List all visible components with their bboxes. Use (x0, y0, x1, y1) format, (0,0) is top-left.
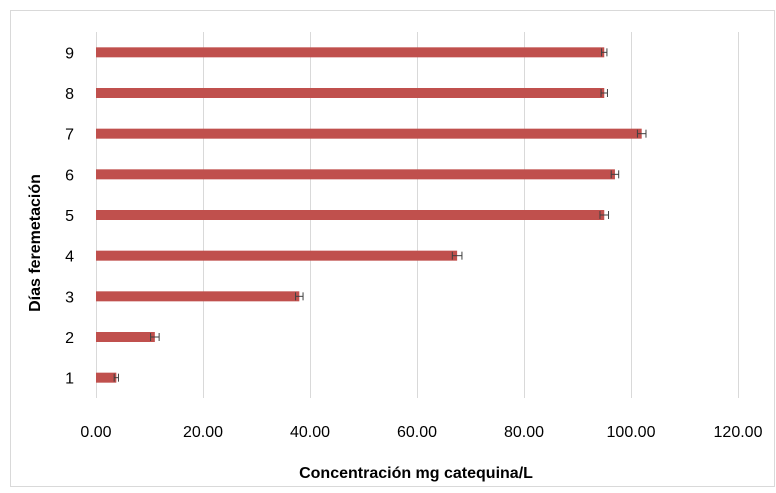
y-tick-label: 8 (65, 86, 74, 103)
x-tick-label: 60.00 (397, 424, 437, 441)
y-tick-label: 1 (65, 371, 74, 388)
y-tick-label: 9 (65, 45, 74, 62)
y-tick-label: 4 (65, 249, 74, 266)
bar (96, 169, 615, 180)
error-bar (636, 129, 647, 138)
x-tick-label: 120.00 (714, 424, 763, 441)
bar (96, 88, 605, 98)
x-tick-label: 20.00 (183, 424, 223, 441)
x-tick-label: 80.00 (504, 424, 544, 441)
x-tick-label: 0.00 (80, 424, 111, 441)
bar (96, 291, 300, 302)
y-tick-label: 5 (65, 208, 74, 225)
x-tick-labels: 0.00 20.00 40.00 60.00 80.00 100.00 120.00 (80, 424, 762, 441)
error-bar (610, 170, 620, 179)
y-tick-label: 6 (65, 167, 74, 184)
bar (96, 372, 117, 383)
error-bar (599, 211, 610, 219)
chart-border (10, 10, 775, 487)
error-bar (601, 48, 608, 57)
x-tick-label: 40.00 (290, 424, 330, 441)
error-bar (113, 373, 119, 382)
error-bar (451, 251, 463, 260)
bar (96, 210, 605, 220)
bar (96, 332, 155, 342)
x-tick-label: 100.00 (607, 424, 656, 441)
error-bar (295, 292, 304, 301)
y-tick-label: 2 (65, 330, 74, 347)
x-axis-title: Concentración mg catequina/L (299, 465, 533, 482)
y-tick-label: 3 (65, 289, 74, 306)
error-bar (600, 89, 608, 97)
y-tick-labels: 1 2 3 4 5 6 7 8 9 (65, 45, 74, 387)
bar (96, 250, 458, 261)
bar (96, 47, 605, 58)
bar (96, 128, 642, 139)
bars (96, 47, 647, 383)
error-bar (150, 333, 160, 341)
y-tick-label: 7 (65, 127, 74, 144)
y-axis-title: Días feremetación (27, 174, 44, 312)
